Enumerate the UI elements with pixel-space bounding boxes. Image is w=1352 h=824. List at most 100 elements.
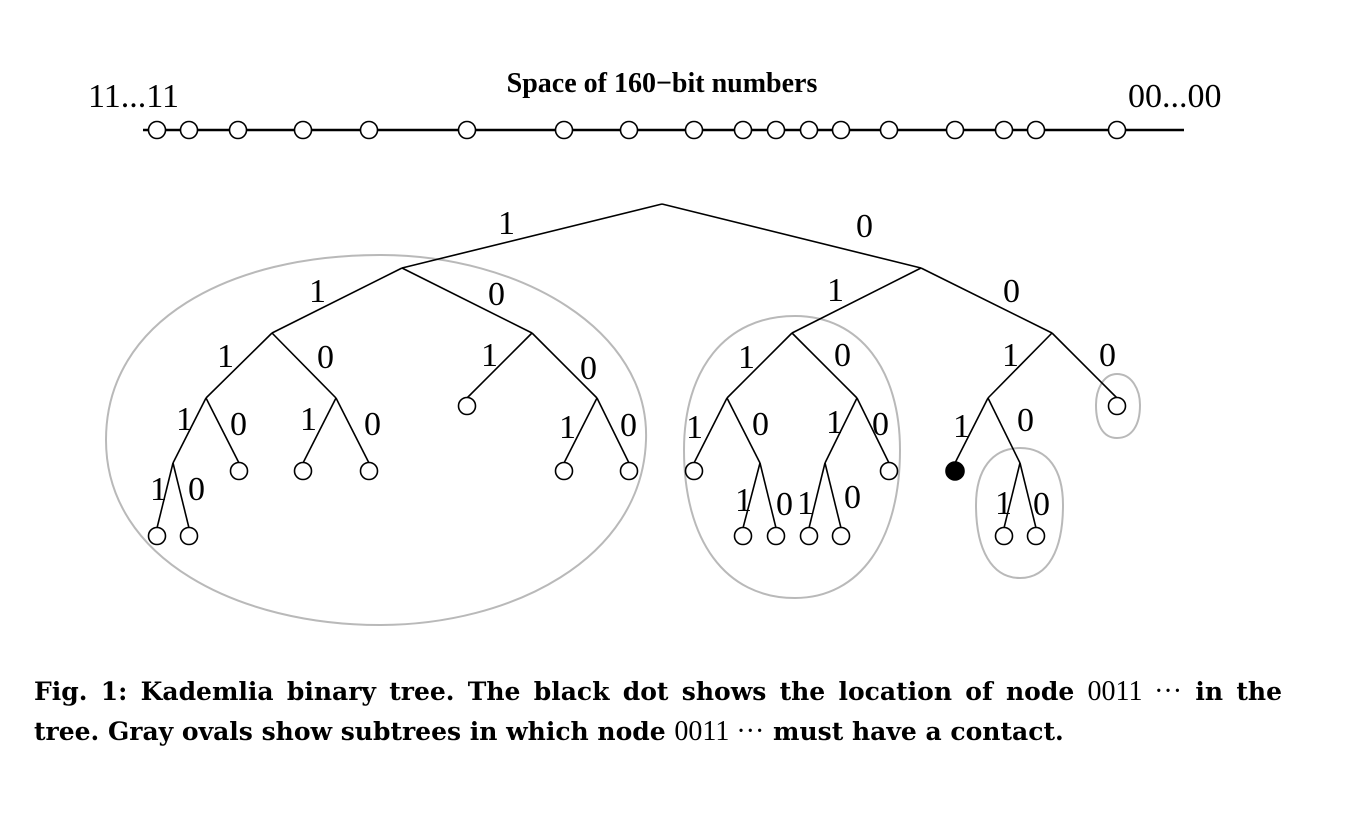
tree-edge <box>824 462 842 529</box>
tree-edge <box>726 332 793 399</box>
tree-edge <box>335 397 370 464</box>
tree-edge <box>1019 462 1037 529</box>
branch-label-1: 1 <box>735 482 752 519</box>
tree-leaf-node <box>147 526 167 546</box>
tree-edge <box>596 397 630 464</box>
branch-label-0: 0 <box>620 407 637 444</box>
branch-label-1: 1 <box>953 408 970 445</box>
branch-label-0: 0 <box>1003 273 1020 310</box>
number-line-right-label: 00...00 <box>1128 78 1222 115</box>
number-line-node <box>879 120 899 140</box>
tree-edge <box>791 267 922 334</box>
branch-label-1: 1 <box>300 401 317 438</box>
branch-label-0: 0 <box>488 276 505 313</box>
tree-leaf-node <box>457 396 477 416</box>
self-node-dot <box>945 461 965 481</box>
tree-edge <box>271 332 337 399</box>
branch-label-1: 1 <box>797 485 814 522</box>
tree-leaf-node <box>1026 526 1046 546</box>
tree-leaf-node <box>179 526 199 546</box>
branch-label-0: 0 <box>844 479 861 516</box>
branch-label-0: 0 <box>856 208 873 245</box>
branch-label-1: 1 <box>176 401 193 438</box>
caption-middle: in the tree. Gray ovals show subtrees in… <box>34 677 1282 746</box>
tree-edge <box>172 397 207 464</box>
branch-label-1: 1 <box>559 409 576 446</box>
number-line-node <box>554 120 574 140</box>
number-line-node <box>733 120 753 140</box>
subtree-oval-0010 <box>974 446 1065 580</box>
branch-label-0: 0 <box>834 337 851 374</box>
tree-leaf-node <box>293 461 313 481</box>
tree-leaf-node <box>1107 396 1127 416</box>
number-line-points <box>147 120 1127 140</box>
branch-label-0: 0 <box>317 339 334 376</box>
number-line-node <box>766 120 786 140</box>
tree-leaf-node <box>684 461 704 481</box>
tree-leaf-node <box>766 526 786 546</box>
tree-leaves <box>147 396 1127 546</box>
tree-edge <box>302 397 337 464</box>
number-line-node <box>945 120 965 140</box>
tree-edge <box>987 332 1053 399</box>
branch-label-1: 1 <box>1002 337 1019 374</box>
tree-leaf-node <box>619 461 639 481</box>
tree-edge <box>742 462 761 529</box>
number-line-node <box>293 120 313 140</box>
branch-label-1: 1 <box>995 485 1012 522</box>
tree-leaf-node <box>879 461 899 481</box>
tree-edge <box>271 267 403 334</box>
number-line-node <box>147 120 167 140</box>
tree-edge <box>920 267 1053 334</box>
tree-edge <box>987 397 1021 464</box>
tree-edge <box>466 332 533 399</box>
tree-leaf-node <box>554 461 574 481</box>
tree-edge <box>1051 332 1118 399</box>
branch-label-1: 1 <box>686 409 703 446</box>
number-line-node <box>1107 120 1127 140</box>
number-line-node <box>799 120 819 140</box>
branch-label-1: 1 <box>217 338 234 375</box>
tree-edge <box>661 203 922 269</box>
tree-leaf-node <box>831 526 851 546</box>
caption-node-id: 0011 ··· <box>674 716 765 747</box>
tree-edge <box>156 462 174 529</box>
number-line-node <box>359 120 379 140</box>
tree-edge <box>401 267 533 334</box>
number-line-node <box>457 120 477 140</box>
tree-edge <box>205 332 273 399</box>
caption-node-id: 0011 ··· <box>1087 676 1183 707</box>
branch-label-1: 1 <box>738 339 755 376</box>
figure-caption: Fig. 1: Kademlia binary tree. The black … <box>34 672 1282 752</box>
subtree-oval-000 <box>1094 372 1142 440</box>
number-line-node <box>831 120 851 140</box>
branch-label-0: 0 <box>1099 337 1116 374</box>
subtree-ovals <box>104 253 1142 627</box>
branch-label-1: 1 <box>309 273 326 310</box>
branch-label-0: 0 <box>872 406 889 443</box>
tree-edge <box>726 397 761 464</box>
tree-leaf-node <box>359 461 379 481</box>
branch-label-0: 0 <box>752 406 769 443</box>
branch-label-0: 0 <box>230 406 247 443</box>
branch-label-0: 0 <box>364 406 381 443</box>
tree-branch-labels: 1 01 0 1 01 0 1 0 1 0 1 01 0 1 0 1 0 1 0 1 0 1 01 0 1 0 1 0 1 0 <box>150 205 1116 523</box>
tree-edge <box>205 397 240 464</box>
tree-edge <box>856 397 890 464</box>
tree-leaf-node <box>229 461 249 481</box>
branch-label-1: 1 <box>150 471 167 508</box>
tree-leaf-node <box>994 526 1014 546</box>
tree-edge <box>401 203 663 269</box>
tree-edge <box>791 332 858 399</box>
branch-label-0: 0 <box>1033 486 1050 523</box>
number-line-node <box>684 120 704 140</box>
tree-edge <box>759 462 777 529</box>
number-line-left-label: 11...11 <box>88 78 179 115</box>
caption-tail: must have a contact. <box>773 717 1064 746</box>
number-line-node <box>179 120 199 140</box>
branch-label-0: 0 <box>580 350 597 387</box>
subtree-oval-01 <box>682 314 902 600</box>
kademlia-tree-figure: Space of 160−bit numbers 11...11 00...00… <box>88 68 1222 627</box>
branch-label-1: 1 <box>826 404 843 441</box>
branch-label-0: 0 <box>1017 402 1034 439</box>
